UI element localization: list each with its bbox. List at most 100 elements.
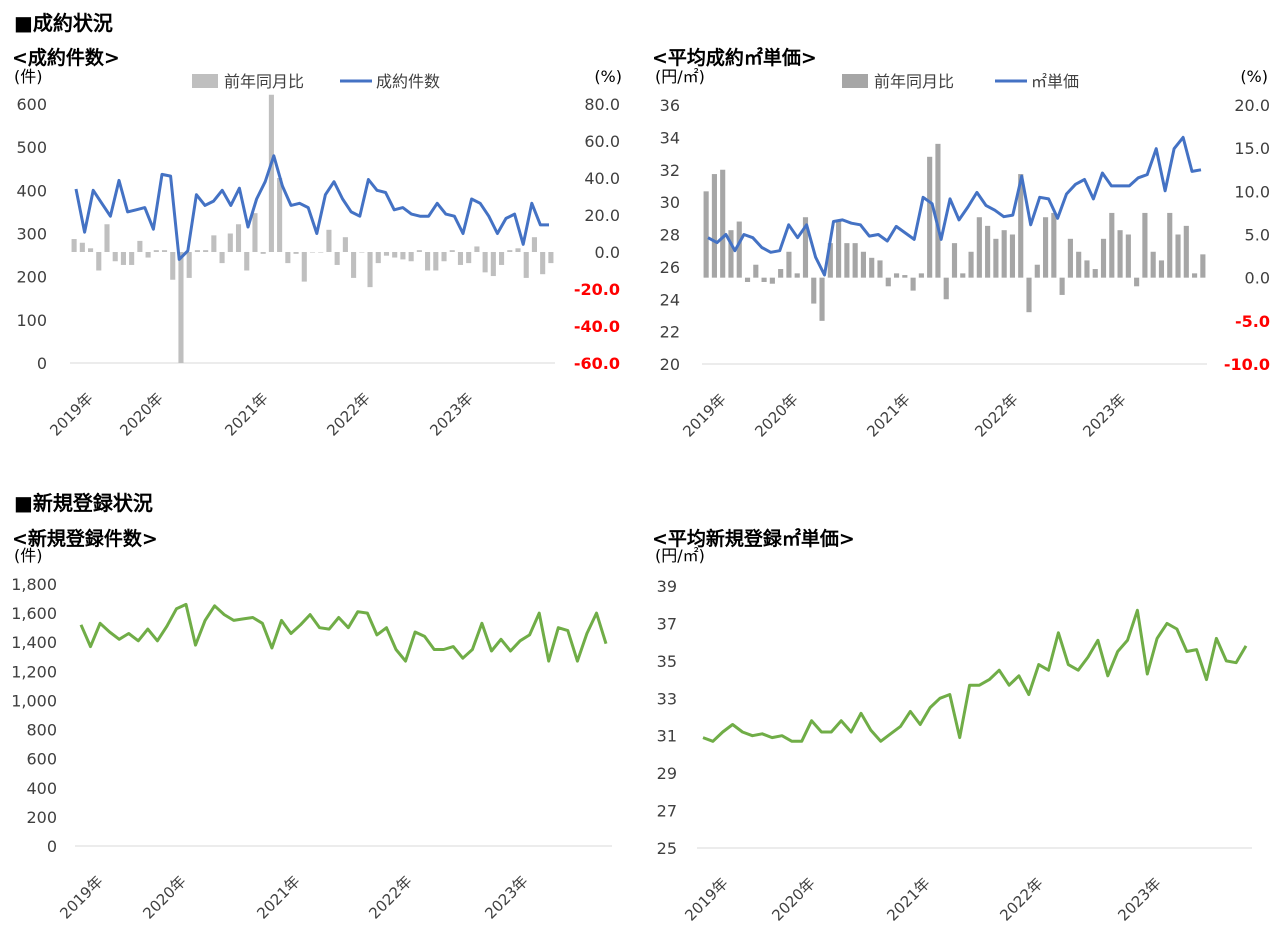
bar [852, 243, 858, 278]
chart-canvas: 1,800 1,600 1,400 1,200 1,000 800 600 400 200 0 (件… [11, 546, 612, 923]
bar [744, 277, 751, 282]
y-tick-label-left: 0 [37, 354, 47, 373]
x-tick-label: 2021年 [863, 390, 913, 440]
bar [1076, 251, 1082, 278]
bar [260, 252, 266, 254]
bar [449, 250, 455, 252]
section-title-new-listings: ■新規登録状況 [14, 491, 153, 515]
bar [1167, 212, 1173, 278]
chart-new-listings: <新規登録件数> 1,800 1,600 1,400 1,200 1,000 800 600… [0, 521, 640, 942]
bar [711, 174, 717, 278]
bar [211, 235, 217, 252]
bar [540, 252, 546, 275]
y-tick-label-left: 400 [16, 181, 47, 200]
bar [1150, 251, 1156, 278]
bar [910, 277, 916, 291]
bar [1183, 225, 1189, 278]
y-tick-label-right: -40.0 [574, 317, 620, 336]
y-tick-label-left: 22 [660, 323, 680, 342]
bar [927, 156, 933, 278]
y-tick-label-right: 15.0 [1234, 139, 1270, 158]
x-tick-label: 2023年 [481, 872, 531, 922]
y-tick-label-left: 20 [660, 355, 680, 374]
y-tick-label-right: 10.0 [1234, 182, 1270, 201]
x-tick-label: 2019年 [679, 390, 729, 440]
series-line [702, 608, 1248, 743]
y-tick-label-right: 20.0 [584, 206, 620, 225]
chart-title: <新規登録件数> [12, 528, 158, 550]
legend-label: 前年同月比 [874, 72, 954, 91]
y-tick-label-right: -5.0 [1235, 312, 1270, 331]
y-tick-label-right: 0.0 [595, 243, 620, 262]
x-tick-label: 2023年 [426, 389, 476, 439]
y-unit-left: (件) [14, 67, 43, 86]
y-tick-label-left: 29 [657, 764, 677, 783]
bar [720, 169, 726, 278]
bar [309, 252, 316, 253]
x-tick-label: 2023年 [1114, 874, 1164, 924]
bar [392, 252, 398, 258]
bar [960, 273, 966, 278]
bar [1042, 217, 1049, 278]
bar [1059, 277, 1065, 295]
bar [441, 252, 447, 262]
bar [753, 264, 759, 278]
bar [161, 250, 168, 252]
bar [1001, 230, 1007, 278]
bar [548, 252, 554, 264]
bar [1142, 212, 1148, 278]
bar [1092, 269, 1098, 278]
bar [761, 277, 767, 282]
bar [194, 250, 200, 252]
x-tick-label: 2019年 [56, 872, 106, 922]
bar [252, 213, 258, 252]
x-tick-label: 2023年 [1079, 390, 1129, 440]
bar [531, 237, 537, 252]
bar [728, 230, 734, 278]
x-tick-label: 2020年 [768, 874, 818, 924]
x-tick-label: 2019年 [681, 874, 731, 924]
bar [112, 252, 118, 262]
legend-label: 前年同月比 [224, 72, 304, 91]
bar [1067, 238, 1073, 278]
bar [1034, 264, 1040, 278]
y-tick-label-right: 0.0 [1245, 269, 1270, 288]
y-unit-right: (%) [1240, 67, 1268, 86]
legend-swatch-bar [192, 74, 218, 88]
bar [326, 229, 332, 252]
y-tick-label-left: 1,800 [11, 575, 57, 594]
bar [145, 252, 151, 258]
chart-title: <平均成約㎡単価> [652, 47, 817, 69]
y-tick-label-right: 5.0 [1245, 226, 1270, 245]
x-tick-label: 2021年 [883, 874, 933, 924]
bar [137, 240, 143, 252]
bar [836, 221, 842, 278]
bar [474, 246, 480, 252]
bar [301, 252, 307, 282]
x-tick-label: 2019年 [46, 389, 96, 439]
chart-contracts: <成約件数> 600 500 400 300 200 100 0 (件) 2019年 2020年 2… [0, 40, 640, 470]
y-tick-label-left: 1,400 [11, 633, 57, 652]
y-tick-label-left: 24 [660, 290, 680, 309]
chart-canvas: 36 34 32 30 28 26 24 22 20 (円/㎡) 2019年 2020年 2021年 20… [655, 67, 1270, 441]
x-tick-label: 2022年 [365, 872, 415, 922]
y-tick-label-left: 32 [660, 161, 680, 180]
y-tick-label-left: 200 [16, 268, 47, 287]
y-tick-label-left: 800 [26, 721, 57, 740]
y-tick-label-left: 30 [660, 193, 680, 212]
bar [1084, 260, 1090, 278]
bar [178, 252, 184, 363]
y-tick-label-left: 31 [657, 727, 677, 746]
bar [523, 252, 529, 278]
bar [120, 252, 126, 265]
bar [1125, 234, 1131, 278]
bar [1100, 238, 1107, 278]
y-tick-label-left: 0 [47, 837, 57, 856]
y-unit-left: (円/㎡) [655, 546, 705, 565]
chart-title: <平均新規登録㎡単価> [652, 528, 855, 550]
bar [1026, 277, 1032, 313]
y-tick-label-right: -20.0 [574, 280, 620, 299]
bar [375, 252, 381, 264]
bar [244, 252, 250, 271]
bar [985, 225, 991, 278]
